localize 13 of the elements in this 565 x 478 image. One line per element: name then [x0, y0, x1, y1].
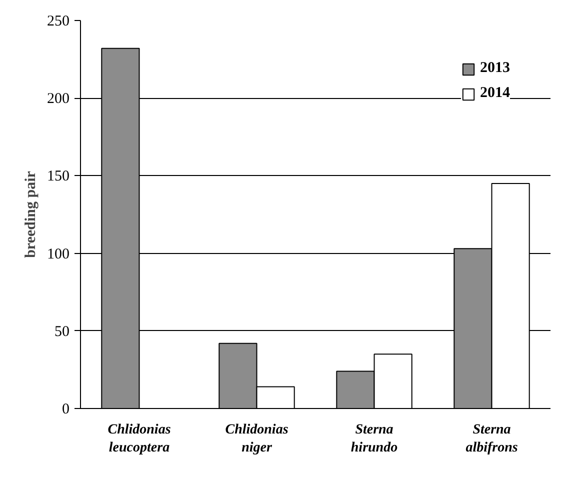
- legend-label: 2014: [480, 85, 510, 102]
- x-tick-label: Sterna hirundo: [350, 422, 398, 456]
- y-tick-label: 50: [54, 324, 70, 340]
- y-axis-title: breeding pair: [23, 170, 39, 258]
- y-tick-label: 200: [47, 91, 70, 108]
- y-tick-label: 0: [62, 402, 70, 418]
- x-tick-label: Chlidonias leucoptera: [108, 422, 172, 456]
- y-tick-label: 100: [47, 246, 70, 262]
- y-tick-label: 150: [47, 168, 70, 185]
- y-tick-label: 250: [47, 14, 70, 30]
- x-tick-label: Chlidonias niger: [225, 422, 289, 456]
- x-tick-label: Sterna albifrons: [466, 422, 518, 456]
- legend-label: 2013: [480, 60, 510, 77]
